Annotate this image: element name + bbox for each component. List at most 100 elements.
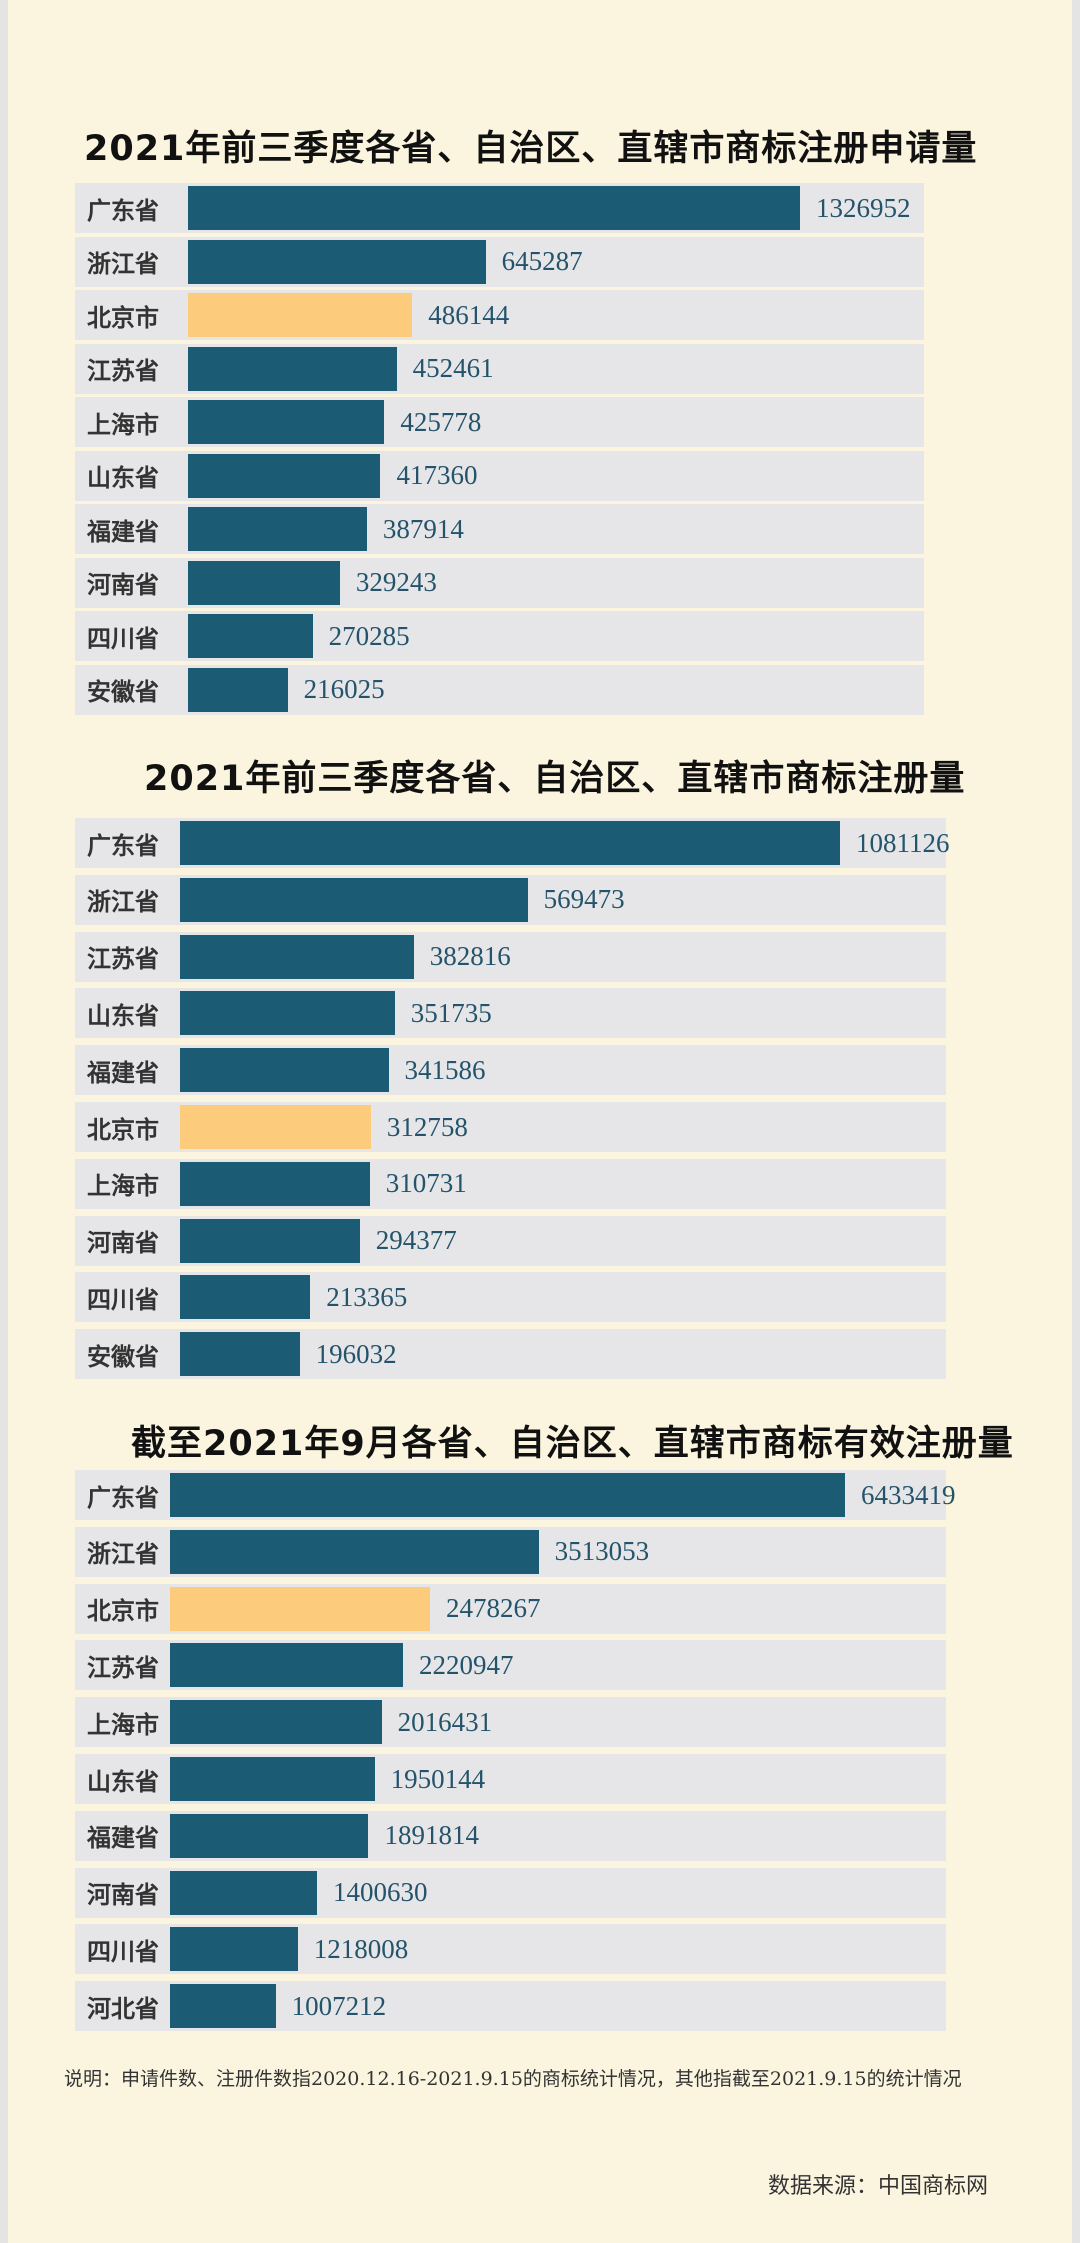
- category-label: 四川省: [87, 1937, 159, 1966]
- bar: [180, 1332, 300, 1377]
- bar-row: 上海市 2016431: [75, 1697, 946, 1748]
- bar-row: 河南省 329243: [75, 557, 924, 608]
- value-label: 270285: [328, 620, 410, 651]
- category-label: 广东省: [87, 1483, 159, 1512]
- category-label: 河南省: [87, 1229, 159, 1258]
- value-label: 387914: [382, 513, 464, 544]
- bar-row: 北京市 312758: [75, 1102, 946, 1152]
- category-label: 福建省: [87, 517, 159, 546]
- bar-row: 北京市 2478267: [75, 1583, 946, 1634]
- bar: [180, 991, 395, 1036]
- bar: [188, 400, 385, 444]
- bar: [170, 1984, 276, 2029]
- bar: [188, 346, 397, 391]
- value-label: 569473: [543, 884, 625, 915]
- category-label: 浙江省: [87, 1540, 159, 1569]
- category-label: 安徽省: [87, 678, 159, 706]
- bar-row: 浙江省 3513053: [75, 1526, 946, 1577]
- bar-row: 山东省 1950144: [75, 1754, 946, 1804]
- bar: [188, 667, 288, 712]
- bar: [180, 1048, 389, 1093]
- bar: [170, 1700, 382, 1745]
- bar: [188, 186, 800, 230]
- bar: [170, 1473, 845, 1517]
- value-label: 2478267: [446, 1593, 541, 1624]
- bar: [170, 1757, 375, 1801]
- value-label: 1400630: [332, 1877, 428, 1908]
- bar: [170, 1813, 369, 1858]
- bar-row: 山东省 351735: [75, 988, 946, 1039]
- page-edge-left: [0, 0, 8, 2243]
- value-label: 3513053: [554, 1536, 650, 1567]
- bar: [170, 1870, 317, 1915]
- value-label: 1326952: [816, 192, 911, 223]
- category-label: 上海市: [87, 410, 159, 439]
- bar-row: 福建省 341586: [75, 1045, 946, 1096]
- value-label: 1218008: [313, 1933, 409, 1964]
- value-label: 1950144: [390, 1763, 486, 1794]
- category-label: 河南省: [87, 571, 159, 599]
- bar-row: 江苏省 452461: [75, 343, 924, 394]
- bar: [180, 1105, 371, 1149]
- bar-row: 四川省 1218008: [75, 1924, 946, 1975]
- category-label: 河南省: [87, 1881, 159, 1910]
- bar-row: 浙江省 569473: [75, 874, 946, 925]
- category-label: 浙江省: [87, 888, 159, 917]
- category-label: 福建省: [87, 1058, 159, 1087]
- value-label: 6433419: [861, 1479, 956, 1510]
- category-label: 上海市: [87, 1710, 159, 1739]
- bar: [188, 453, 381, 498]
- category-label: 江苏省: [87, 945, 159, 974]
- bar-row: 四川省 213365: [75, 1272, 946, 1323]
- category-label: 北京市: [87, 303, 159, 332]
- bar-row: 上海市 310731: [75, 1158, 946, 1209]
- category-label: 北京市: [87, 1115, 159, 1144]
- bar-row: 四川省 270285: [75, 611, 924, 661]
- category-label: 广东省: [87, 196, 159, 225]
- chart-title: 截至2021年9月各省、自治区、直辖市商标有效注册量: [131, 1424, 1014, 1464]
- data-source: 数据来源：中国商标网: [767, 2174, 988, 2199]
- category-label: 山东省: [87, 1001, 159, 1030]
- category-label: 上海市: [87, 1172, 159, 1201]
- value-label: 1081126: [856, 827, 950, 858]
- bar-row: 河北省 1007212: [75, 1981, 946, 2032]
- bar-row: 江苏省 2220947: [75, 1640, 946, 1691]
- chart-title: 2021年前三季度各省、自治区、直辖市商标注册申请量: [84, 129, 978, 169]
- bar-row: 山东省 417360: [75, 450, 924, 501]
- bar: [180, 934, 414, 979]
- category-label: 四川省: [87, 1285, 159, 1314]
- category-label: 广东省: [87, 831, 159, 860]
- bar: [170, 1643, 404, 1688]
- bar: [188, 560, 340, 605]
- bar-row: 北京市 486144: [75, 290, 924, 340]
- value-label: 213365: [326, 1281, 408, 1312]
- bar-row: 广东省 6433419: [75, 1470, 956, 1520]
- value-label: 329243: [355, 567, 437, 597]
- bar-row: 河南省 1400630: [75, 1867, 946, 1918]
- value-label: 1891814: [384, 1820, 479, 1851]
- bar-row: 安徽省 196032: [75, 1329, 946, 1380]
- value-label: 2220947: [419, 1649, 514, 1680]
- bar: [188, 614, 313, 658]
- bar: [188, 293, 413, 337]
- category-label: 江苏省: [87, 357, 159, 385]
- category-label: 福建省: [87, 1824, 159, 1853]
- bar-row: 河南省 294377: [75, 1215, 946, 1266]
- bar-row: 江苏省 382816: [75, 931, 946, 982]
- value-label: 351735: [410, 997, 492, 1028]
- bar: [180, 1275, 311, 1320]
- category-label: 四川省: [87, 624, 159, 653]
- value-label: 2016431: [397, 1706, 493, 1737]
- bar-row: 安徽省 216025: [75, 664, 924, 715]
- category-label: 山东省: [87, 464, 159, 492]
- value-label: 425778: [400, 406, 482, 437]
- bar: [170, 1927, 298, 1972]
- bar-row: 广东省 1081126: [75, 818, 950, 868]
- value-label: 382816: [429, 941, 511, 972]
- category-label: 浙江省: [87, 250, 159, 278]
- bar: [180, 1161, 370, 1206]
- value-label: 196032: [315, 1338, 397, 1369]
- value-label: 486144: [428, 299, 510, 330]
- bar: [180, 877, 528, 922]
- bar-row: 上海市 425778: [75, 397, 924, 447]
